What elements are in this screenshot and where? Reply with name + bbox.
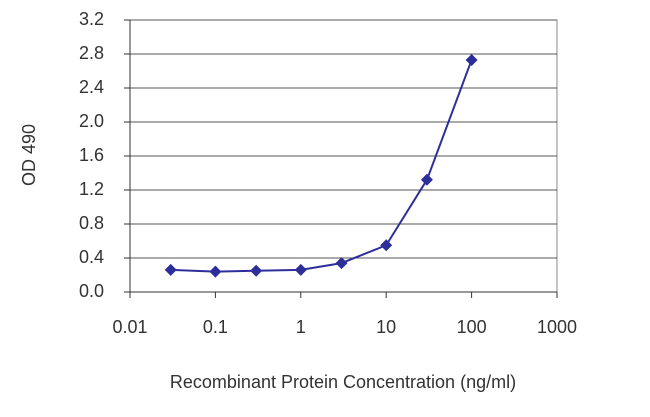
y-tick-label: 1.6 <box>79 145 104 165</box>
y-tick-label: 0.8 <box>79 213 104 233</box>
y-tick-label: 2.8 <box>79 43 104 63</box>
data-point <box>465 53 478 66</box>
data-point <box>335 257 348 270</box>
data-point <box>294 263 307 276</box>
y-tick-label: 1.2 <box>79 179 104 199</box>
x-tick-label: 0.1 <box>203 317 228 337</box>
y-tick-label: 2.4 <box>79 77 104 97</box>
x-axis-label: Recombinant Protein Concentration (ng/ml… <box>170 372 516 392</box>
x-tick-label: 100 <box>457 317 487 337</box>
x-tick-label: 10 <box>376 317 396 337</box>
data-point <box>420 173 433 186</box>
data-point <box>209 265 222 278</box>
y-tick-label: 3.2 <box>79 9 104 29</box>
x-tick-label: 0.01 <box>112 317 147 337</box>
y-tick-label: 0.0 <box>79 281 104 301</box>
y-axis-label: OD 490 <box>19 124 39 186</box>
data-point <box>250 264 263 277</box>
y-tick-label: 0.4 <box>79 247 104 267</box>
x-tick-label: 1 <box>296 317 306 337</box>
data-line <box>170 59 473 273</box>
data-point <box>164 263 177 276</box>
data-point <box>380 239 393 252</box>
y-tick-label: 2.0 <box>79 111 104 131</box>
x-tick-label: 1000 <box>537 317 577 337</box>
